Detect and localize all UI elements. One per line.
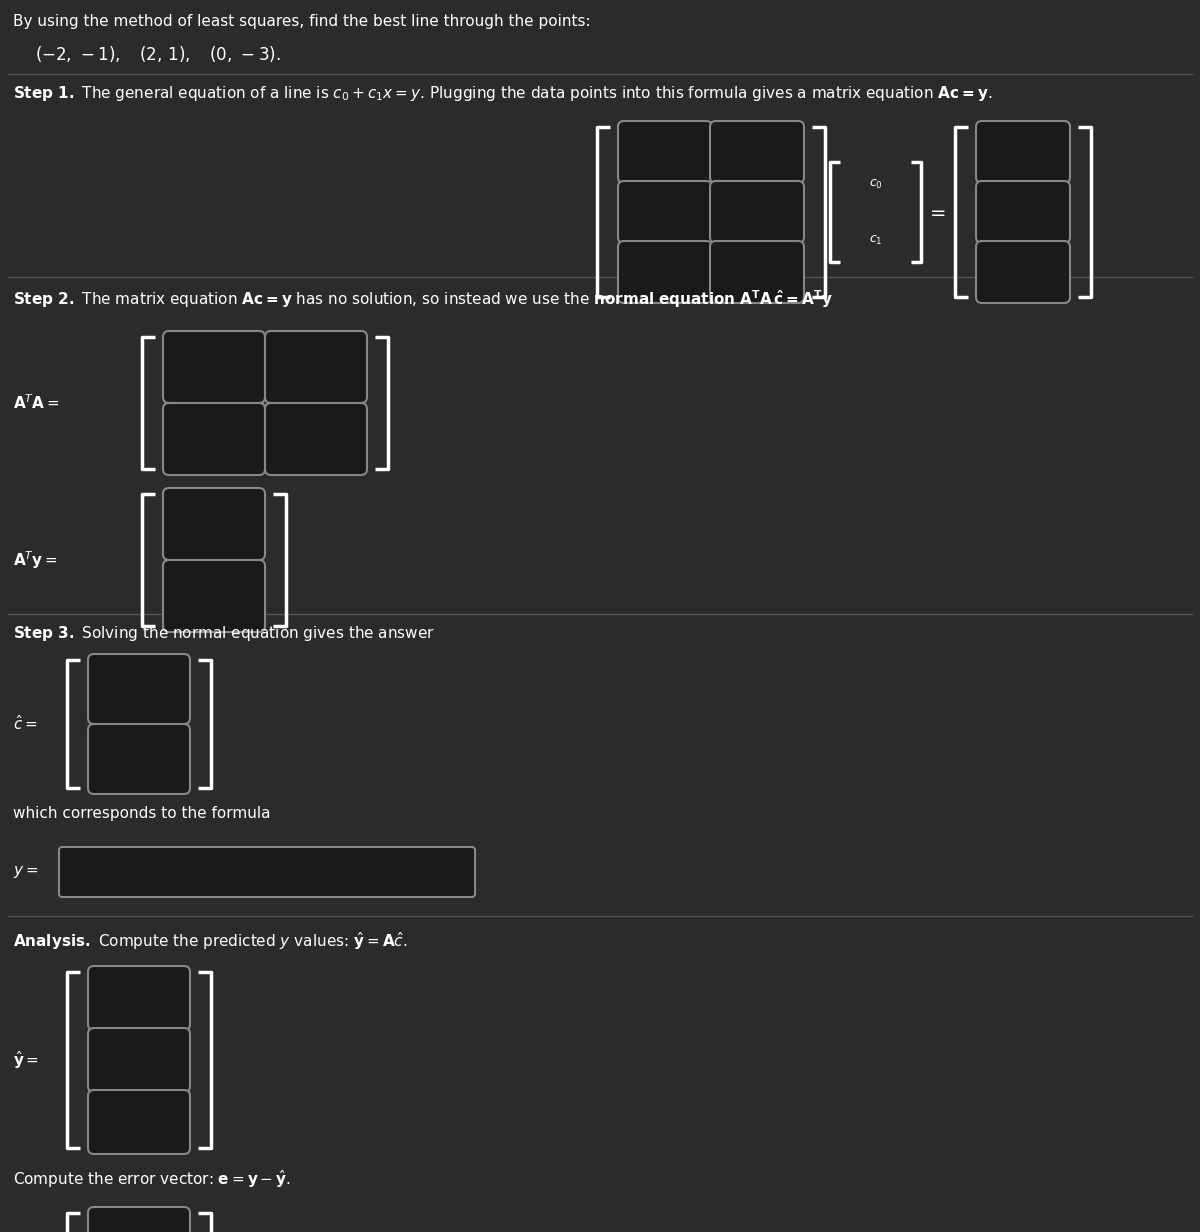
- Text: $\hat{c} =$: $\hat{c} =$: [13, 715, 37, 733]
- Text: $\bf{Step\ 1.}$ The general equation of a line is $c_0 + c_1 x = y$. Plugging th: $\bf{Step\ 1.}$ The general equation of …: [13, 84, 992, 103]
- FancyBboxPatch shape: [88, 1090, 190, 1154]
- FancyBboxPatch shape: [163, 331, 265, 403]
- FancyBboxPatch shape: [163, 403, 265, 476]
- Text: $\bf{Analysis.}$ Compute the predicted $y$ values: $\hat{\mathbf{y}} = \mathbf{A: $\bf{Analysis.}$ Compute the predicted $…: [13, 930, 408, 952]
- FancyBboxPatch shape: [59, 848, 475, 897]
- FancyBboxPatch shape: [710, 241, 804, 303]
- FancyBboxPatch shape: [618, 121, 712, 184]
- FancyBboxPatch shape: [265, 331, 367, 403]
- Text: which corresponds to the formula: which corresponds to the formula: [13, 806, 270, 821]
- FancyBboxPatch shape: [710, 181, 804, 243]
- FancyBboxPatch shape: [976, 181, 1070, 243]
- Text: By using the method of least squares, find the best line through the points:: By using the method of least squares, fi…: [13, 14, 590, 30]
- Text: $(-2,\,-1),\quad (2,\,1),\quad (0,\,-3).$: $(-2,\,-1),\quad (2,\,1),\quad (0,\,-3).…: [35, 44, 281, 64]
- FancyBboxPatch shape: [88, 654, 190, 724]
- Text: Compute the error vector: $\mathbf{e} = \mathbf{y} - \hat{\mathbf{y}}$.: Compute the error vector: $\mathbf{e} = …: [13, 1168, 290, 1190]
- FancyBboxPatch shape: [88, 724, 190, 793]
- Text: $c_1$: $c_1$: [869, 233, 882, 246]
- Text: $\hat{\mathbf{y}} =$: $\hat{\mathbf{y}} =$: [13, 1048, 40, 1071]
- Text: $c_0$: $c_0$: [869, 177, 882, 191]
- FancyBboxPatch shape: [265, 403, 367, 476]
- Text: $\bf{Step\ 3.}$ Solving the normal equation gives the answer: $\bf{Step\ 3.}$ Solving the normal equat…: [13, 623, 436, 643]
- Text: $\mathbf{A}^T\mathbf{A} =$: $\mathbf{A}^T\mathbf{A} =$: [13, 394, 60, 413]
- FancyBboxPatch shape: [163, 488, 265, 561]
- FancyBboxPatch shape: [618, 181, 712, 243]
- FancyBboxPatch shape: [163, 561, 265, 632]
- FancyBboxPatch shape: [976, 121, 1070, 184]
- FancyBboxPatch shape: [88, 1027, 190, 1092]
- FancyBboxPatch shape: [976, 241, 1070, 303]
- FancyBboxPatch shape: [88, 1207, 190, 1232]
- FancyBboxPatch shape: [710, 121, 804, 184]
- Text: $=$: $=$: [926, 202, 946, 222]
- Text: $\bf{Step\ 2.}$ The matrix equation $\bf{A}\bf{c} = \bf{y}$ has no solution, so : $\bf{Step\ 2.}$ The matrix equation $\bf…: [13, 288, 833, 309]
- Text: $y =$: $y =$: [13, 864, 38, 880]
- Text: $\mathbf{A}^T\mathbf{y} =$: $\mathbf{A}^T\mathbf{y} =$: [13, 549, 58, 570]
- FancyBboxPatch shape: [618, 241, 712, 303]
- FancyBboxPatch shape: [88, 966, 190, 1030]
